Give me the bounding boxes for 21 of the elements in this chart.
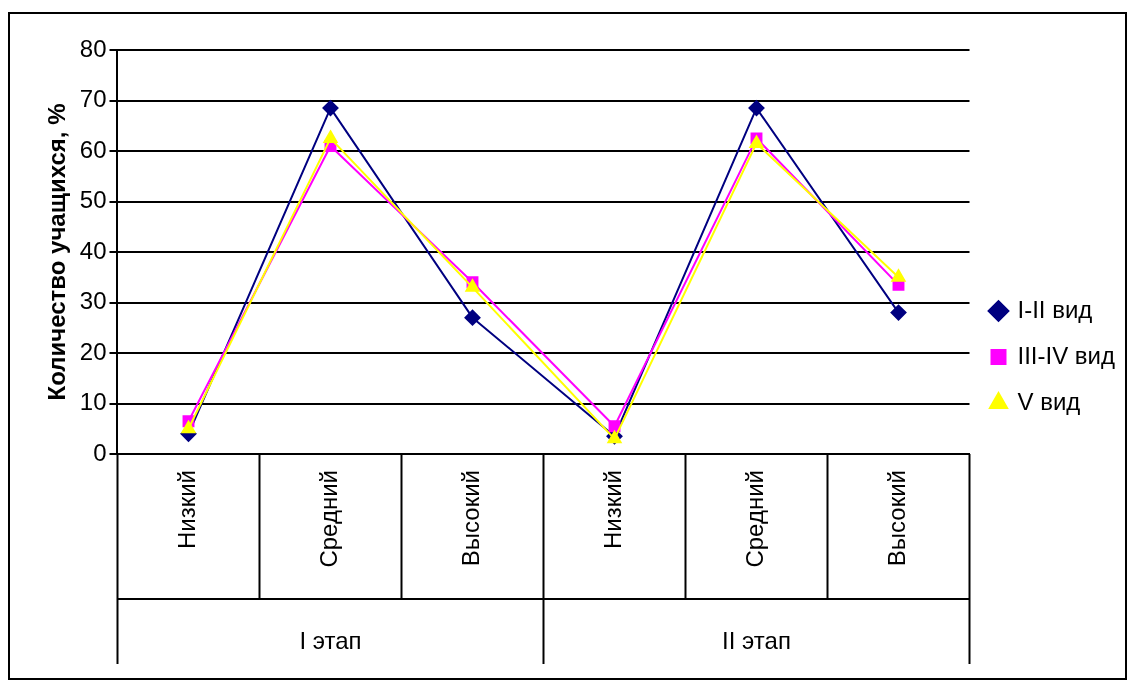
x-tick-label: Средний [741,470,769,568]
text: II этап [722,626,791,654]
legend-label: I-II вид [1017,295,1093,323]
y-tick-label: 60 [79,135,107,163]
x-tick-label: Низкий [173,470,201,550]
y-tick-label: 70 [79,85,107,113]
x-tick-label: Низкий [599,470,627,550]
y-tick-label: 80 [79,34,107,62]
y-tick-label: 30 [79,287,107,315]
text: I этап [299,626,362,654]
y-tick-label: 20 [79,337,107,365]
legend-label: V вид [1017,387,1081,415]
x-tick-label: Высокий [883,470,911,567]
y-tick-label: 0 [93,438,107,466]
x-tick-label: Высокий [457,470,485,567]
y-tick-label: 40 [79,236,107,264]
y-tick-label: 50 [79,186,107,214]
x-tick-label: Средний [315,470,343,568]
legend-label: III-IV вид [1017,341,1115,369]
y-tick-label: 10 [79,388,107,416]
y-axis-title: Количество учащихся, % [43,103,71,401]
